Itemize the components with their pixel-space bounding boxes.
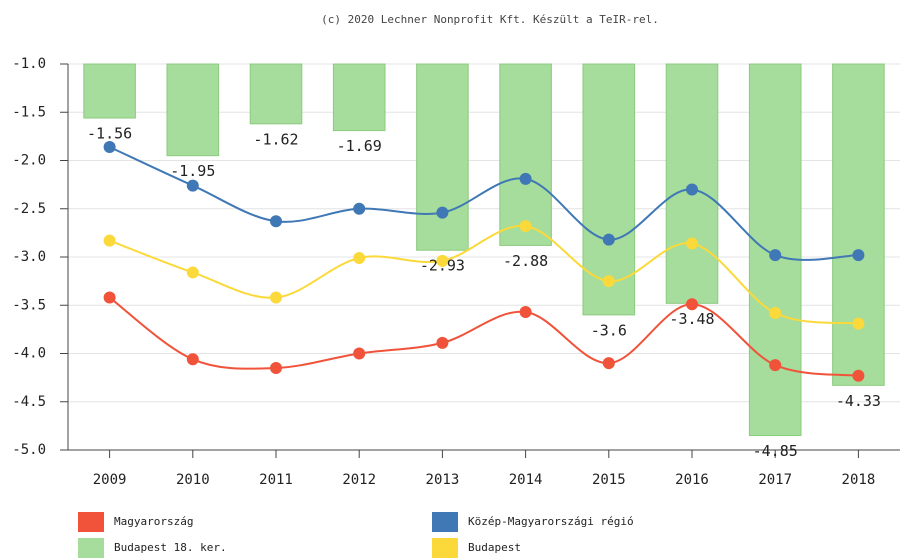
data-label: -4.85 <box>753 442 798 460</box>
x-tick-label: 2010 <box>176 472 210 488</box>
x-tick-label: 2016 <box>675 472 709 488</box>
y-tick-label: -1.0 <box>12 56 46 72</box>
legend-label: Budapest 18. ker. <box>114 541 227 554</box>
point <box>103 291 116 304</box>
point <box>103 140 116 153</box>
data-label: -4.33 <box>836 392 881 410</box>
bar <box>166 63 220 157</box>
x-tick-label: 2014 <box>509 472 543 488</box>
bar <box>832 63 885 386</box>
line <box>109 146 859 261</box>
point <box>519 306 532 319</box>
y-tick-label: -2.5 <box>12 201 46 217</box>
y-tick-label: -4.0 <box>12 346 46 362</box>
data-label: -2.88 <box>503 252 548 270</box>
point <box>270 361 282 374</box>
legend-swatch <box>432 512 458 532</box>
y-tick-label: -1.5 <box>12 104 46 120</box>
point <box>686 298 698 311</box>
data-label: -1.95 <box>170 162 215 180</box>
point <box>436 336 449 349</box>
bar <box>416 63 469 251</box>
point <box>686 237 698 250</box>
legend-swatch <box>78 538 104 558</box>
y-tick-label: -5.0 <box>12 442 46 458</box>
bar <box>332 63 386 132</box>
y-tick-label: -3.0 <box>12 249 46 265</box>
legend-swatch <box>432 538 458 558</box>
x-tick-label: 2011 <box>259 472 293 488</box>
data-label: -2.93 <box>420 257 465 275</box>
x-tick-label: 2015 <box>592 472 626 488</box>
point <box>436 254 449 267</box>
point <box>602 357 615 370</box>
point <box>186 353 199 366</box>
point <box>769 306 782 319</box>
data-label: -3.48 <box>669 310 714 328</box>
data-label: -1.69 <box>337 137 382 155</box>
point <box>602 275 615 288</box>
bar <box>499 63 552 246</box>
point <box>519 172 532 185</box>
legend-swatch <box>78 512 104 532</box>
legend-label: Magyarország <box>114 515 193 528</box>
point <box>186 266 199 279</box>
legend-label: Budapest <box>468 541 521 554</box>
line <box>109 225 859 325</box>
point <box>852 317 865 330</box>
point <box>353 347 366 360</box>
y-tick-label: -3.5 <box>12 297 46 313</box>
point <box>270 215 282 228</box>
x-tick-label: 2017 <box>758 472 792 488</box>
line <box>109 296 859 377</box>
data-label: -1.56 <box>87 125 132 143</box>
point <box>353 202 366 215</box>
point <box>270 291 282 304</box>
data-label: -3.6 <box>591 321 627 339</box>
point <box>769 249 782 262</box>
bar <box>83 63 136 119</box>
x-tick-label: 2009 <box>93 472 127 488</box>
point <box>769 359 782 372</box>
point <box>436 206 449 219</box>
point <box>519 220 532 233</box>
bar <box>249 63 303 125</box>
point <box>686 183 698 196</box>
y-tick-label: -4.5 <box>12 394 46 410</box>
data-label: -1.62 <box>253 130 298 148</box>
point <box>103 234 116 247</box>
point <box>186 179 199 192</box>
point <box>852 369 865 382</box>
point <box>852 249 865 262</box>
point <box>602 233 615 246</box>
x-tick-label: 2013 <box>426 472 460 488</box>
x-tick-label: 2012 <box>342 472 376 488</box>
point <box>353 251 366 264</box>
chart-title: (c) 2020 Lechner Nonprofit Kft. Készült … <box>321 13 659 26</box>
x-tick-label: 2018 <box>842 472 876 488</box>
y-tick-label: -2.0 <box>12 153 46 169</box>
legend-label: Közép-Magyarországi régió <box>468 515 634 528</box>
